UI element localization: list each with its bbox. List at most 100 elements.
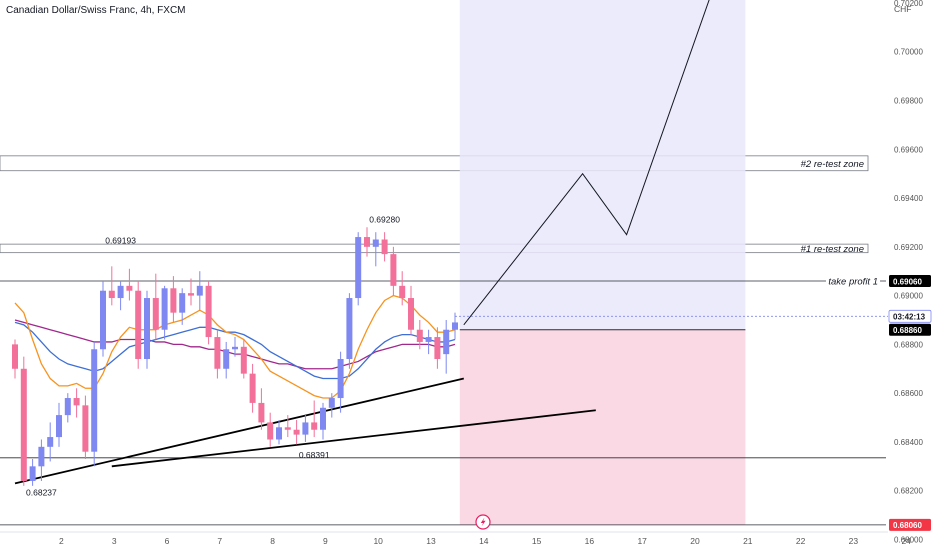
horizontal-levels: take profit 1: [0, 274, 888, 526]
retest-zone: [0, 243, 869, 254]
projection-path: [463, 0, 710, 326]
x-tick-label: 23: [849, 536, 859, 546]
x-tick-label: 21: [743, 536, 753, 546]
x-tick-label: 20: [690, 536, 700, 546]
y-tick-label: 0.68800: [894, 340, 923, 349]
candle-body: [443, 329, 450, 355]
candle-body: [408, 298, 414, 330]
candle-body: [267, 422, 274, 440]
y-tick-label: 0.69000: [894, 292, 923, 301]
candle-body: [117, 285, 124, 299]
candle-body: [126, 285, 133, 291]
x-tick-label: 14: [479, 536, 489, 546]
candle-body: [12, 344, 18, 369]
x-tick-label: 7: [217, 536, 222, 546]
candle-body: [82, 405, 89, 452]
candle-body: [249, 373, 256, 403]
price-annotation: 0.68237: [26, 488, 57, 498]
candle-body: [390, 254, 397, 286]
ema-mid-line: [14, 321, 456, 380]
time-axis: 2 3 6 7 8 9 10 13 14 15 16 17 20 21 22 23 24: [0, 531, 911, 546]
lower-trendline: [111, 409, 596, 468]
support-trendline: [14, 377, 465, 485]
candle-body: [205, 285, 212, 338]
long-position-tool: [459, 0, 746, 525]
ema-fast-line: [14, 294, 456, 399]
candle-body: [100, 290, 106, 350]
target-zone: [459, 0, 746, 330]
candle-body: [284, 427, 291, 430]
candle-body: [311, 422, 318, 430]
x-tick-label: 6: [165, 536, 170, 546]
candle-body: [161, 288, 168, 330]
candle-body: [29, 466, 36, 481]
x-tick-label: 10: [373, 536, 383, 546]
currency-label: CHF: [894, 4, 911, 14]
candle-body: [372, 239, 379, 247]
candle-body: [47, 437, 54, 447]
axis-badge-bg: [889, 518, 931, 531]
candle-body: [196, 285, 203, 296]
axis-badge-text: 0.68860: [893, 326, 922, 335]
y-tick-label: 0.68200: [894, 487, 923, 496]
y-tick-label: 0.69400: [894, 194, 923, 203]
candle-body: [416, 329, 423, 342]
candle-body: [302, 422, 309, 435]
price-annotation: 0.69193: [105, 236, 136, 246]
candle-body: [152, 298, 159, 330]
price-annotations: 0.69193 0.69280 0.68391 0.68237: [26, 214, 400, 497]
stop-zone: [459, 329, 746, 525]
candle-body: [328, 398, 335, 408]
x-tick-label: 8: [270, 536, 275, 546]
candle-body: [223, 349, 230, 369]
candle-body: [144, 298, 150, 360]
price-annotation: 0.69280: [369, 214, 400, 224]
candle-body: [20, 368, 27, 481]
y-tick-label: 0.69600: [894, 145, 923, 154]
y-tick-label: 0.69200: [894, 243, 923, 252]
candle-body: [364, 237, 370, 247]
x-tick-label: 3: [112, 536, 117, 546]
lightning-icon[interactable]: [475, 514, 491, 530]
axis-badge-text: 03:42:13: [893, 313, 926, 322]
y-tick-label: 0.70000: [894, 48, 923, 57]
candle-body: [214, 337, 221, 369]
candle-body: [179, 293, 186, 313]
candle-body: [56, 415, 62, 438]
x-tick-label: 13: [426, 536, 436, 546]
candle-body: [276, 427, 282, 440]
x-tick-label: 2: [59, 536, 64, 546]
candle-body: [293, 429, 300, 435]
axis-badge-text: 0.68060: [893, 521, 922, 530]
y-tick-label: 0.68600: [894, 389, 923, 398]
y-tick-label: 0.68400: [894, 438, 923, 447]
y-tick-label: 0.69800: [894, 96, 923, 105]
candle-body: [240, 346, 247, 374]
axis-badge-bg: [889, 323, 931, 336]
x-tick-label: 15: [532, 536, 542, 546]
level-label-bg: [826, 274, 880, 287]
candle-body: [188, 293, 194, 296]
candles: [12, 227, 458, 486]
candle-body: [258, 402, 265, 423]
candle-body: [170, 288, 177, 313]
x-tick-label: 17: [637, 536, 647, 546]
chart-title: Canadian Dollar/Swiss Franc, 4h, FXCM: [6, 5, 186, 16]
candle-body: [38, 446, 45, 467]
x-tick-label: 16: [585, 536, 595, 546]
candle-body: [91, 349, 98, 452]
candle-body: [320, 407, 326, 430]
trendlines: [14, 377, 596, 485]
take-profit-label: take profit 1: [828, 276, 878, 287]
price-annotation: 0.68391: [299, 450, 330, 460]
x-tick-label: 24: [901, 536, 911, 546]
candle-body: [64, 398, 71, 416]
axis-badge-bg: [888, 309, 932, 323]
candle-body: [434, 337, 441, 360]
retest-zone-label: #2 re-test zone: [801, 159, 864, 170]
candle-body: [73, 398, 80, 406]
candle-body: [346, 298, 353, 360]
candle-body: [337, 359, 344, 399]
